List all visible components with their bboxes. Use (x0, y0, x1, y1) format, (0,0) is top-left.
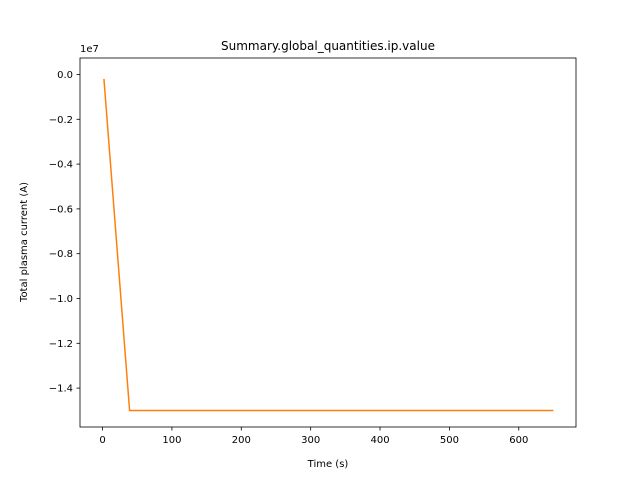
y-axis-label: Total plasma current (A) (19, 182, 30, 303)
x-tick-label: 100 (162, 435, 181, 446)
series-line (103, 78, 554, 412)
y-tick-label: −0.6 (49, 204, 73, 215)
chart-title: Summary.global_quantities.ip.value (221, 39, 435, 53)
series-layer (103, 78, 554, 412)
y-tick-label: −0.8 (49, 249, 73, 260)
x-axis-label: Time (s) (307, 459, 349, 470)
y-tick-label: −0.4 (49, 160, 73, 171)
y-tick-label: −1.2 (49, 339, 73, 350)
x-tick-label: 400 (370, 435, 389, 446)
x-tick-label: 600 (509, 435, 528, 446)
plot-frame (79, 57, 577, 428)
plot-area (80, 58, 576, 427)
y-tick-label: −1.4 (49, 384, 73, 395)
x-tick-label: 0 (99, 435, 105, 446)
y-tick-label: −0.2 (49, 115, 73, 126)
x-tick-label: 300 (301, 435, 320, 446)
x-axis: 0 100 200 300 400 500 600 (99, 427, 528, 446)
x-tick-label: 200 (232, 435, 251, 446)
y-tick-label: −1.0 (49, 294, 73, 305)
x-tick-label: 500 (440, 435, 459, 446)
y-offset-label: 1e7 (80, 44, 99, 55)
y-tick-label: 0.0 (57, 70, 73, 81)
y-axis: 0.0 −0.2 −0.4 −0.6 −0.8 −1.0 −1.2 −1.4 (49, 70, 80, 395)
